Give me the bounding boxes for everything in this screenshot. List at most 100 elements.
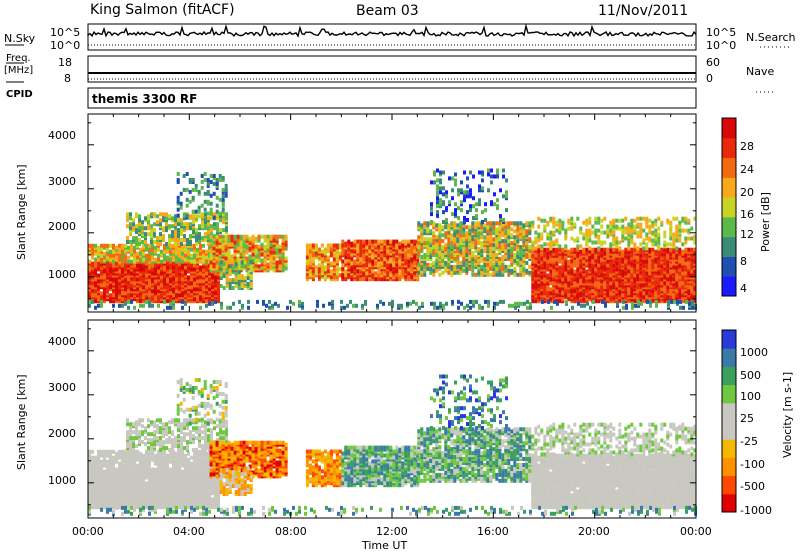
heatmap-cell — [618, 219, 621, 223]
heatmap-cell — [232, 278, 235, 282]
heatmap-cell — [129, 230, 132, 234]
heatmap-cell — [213, 235, 216, 239]
heatmap-cell — [573, 223, 576, 227]
heatmap-cell — [459, 229, 462, 233]
heatmap-cell — [454, 178, 457, 182]
heatmap-cell — [442, 220, 445, 224]
heatmap-cell — [186, 214, 189, 218]
heatmap-cell — [186, 238, 189, 242]
heatmap-cell — [507, 235, 510, 239]
heatmap-cell — [537, 258, 540, 262]
heatmap-cell — [261, 243, 264, 247]
heatmap-cell — [160, 260, 163, 264]
heatmap-cell — [220, 284, 223, 288]
heatmap-cell — [435, 223, 438, 227]
heatmap-cell — [528, 255, 531, 259]
heatmap-cell — [459, 241, 462, 245]
heatmap-cell — [359, 257, 362, 261]
heatmap-cell — [130, 244, 133, 248]
heatmap-cell — [457, 192, 460, 196]
heatmap-cell — [213, 174, 216, 178]
heatmap-cell — [318, 263, 321, 267]
heatmap-cell — [178, 258, 181, 262]
heatmap-cell — [282, 259, 285, 263]
heatmap-cell — [144, 216, 147, 220]
heatmap-cell — [436, 184, 439, 188]
heatmap-cell — [567, 250, 570, 254]
heatmap-cell — [597, 229, 600, 233]
heatmap-cell — [615, 241, 618, 245]
heatmap-cell — [621, 231, 624, 235]
heatmap-cell — [341, 259, 344, 263]
heatmap-cell — [112, 244, 115, 248]
heatmap-cell — [528, 245, 531, 249]
heatmap-cell — [177, 178, 180, 182]
heatmap-cell — [127, 246, 130, 250]
heatmap-cell — [597, 217, 600, 221]
heatmap-cell — [371, 240, 374, 244]
heatmap-cell — [153, 240, 156, 244]
heatmap-cell — [165, 212, 168, 216]
heatmap-cell — [552, 241, 555, 245]
heatmap-cell — [430, 206, 433, 210]
heatmap-cell — [195, 228, 198, 232]
heatmap-cell — [612, 237, 615, 241]
heatmap-cell — [383, 240, 386, 244]
heatmap-cell — [207, 178, 210, 182]
heatmap-cell — [459, 221, 462, 225]
heatmap-cell — [186, 242, 189, 246]
heatmap-cell — [453, 239, 456, 243]
heatmap-cell — [504, 265, 507, 269]
heatmap-cell — [103, 252, 106, 256]
heatmap-cell — [483, 269, 486, 273]
heatmap-cell — [371, 255, 374, 259]
heatmap-cell — [312, 257, 315, 261]
heatmap-cell — [636, 231, 639, 235]
heatmap-cell — [570, 227, 573, 231]
heatmap-cell — [417, 251, 420, 255]
heatmap-cell — [531, 254, 534, 258]
heatmap-cell — [669, 281, 672, 285]
heatmap-cell — [129, 226, 132, 230]
heatmap-cell — [588, 229, 591, 233]
heatmap-cell — [513, 229, 516, 233]
heatmap-cell — [585, 270, 588, 274]
heatmap-cell — [507, 265, 510, 269]
heatmap-cell — [225, 194, 228, 198]
heatmap-cell — [502, 194, 505, 198]
heatmap-cell — [591, 277, 594, 281]
heatmap-cell — [237, 257, 240, 261]
heatmap-cell — [429, 237, 432, 241]
heatmap-cell — [264, 239, 267, 243]
heatmap-cell — [198, 224, 201, 228]
heatmap-cell — [341, 244, 344, 248]
heatmap-cell — [126, 240, 129, 244]
heatmap-cell — [368, 263, 371, 267]
heatmap-cell — [112, 260, 115, 264]
heatmap-cell — [465, 231, 468, 235]
heatmap-cell — [684, 248, 687, 252]
heatmap-cell — [690, 248, 693, 252]
heatmap-cell — [196, 258, 199, 262]
heatmap-cell — [127, 260, 130, 264]
heatmap-cell — [186, 198, 189, 202]
heatmap-cell — [121, 291, 124, 295]
heatmap-cell — [435, 235, 438, 239]
heatmap-cell — [187, 275, 190, 279]
heatmap-cell — [126, 224, 129, 228]
heatmap-cell — [195, 210, 198, 214]
heatmap-cell — [359, 252, 362, 256]
heatmap-cell — [133, 258, 136, 262]
heatmap-cell — [423, 253, 426, 257]
heatmap-cell — [264, 235, 267, 239]
heatmap-cell — [153, 222, 156, 226]
heatmap-cell — [413, 246, 416, 250]
heatmap-cell — [510, 259, 513, 263]
heatmap-cell — [430, 202, 433, 206]
heatmap-cell — [480, 265, 483, 269]
heatmap-cell — [184, 270, 187, 274]
heatmap-cell — [362, 255, 365, 259]
heatmap-cell — [132, 236, 135, 240]
heatmap-cell — [282, 266, 285, 270]
heatmap-cell — [615, 268, 618, 272]
